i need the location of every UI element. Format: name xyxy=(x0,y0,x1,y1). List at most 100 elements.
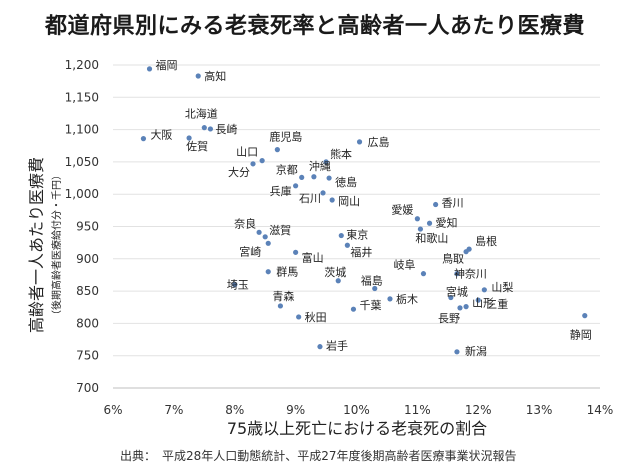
y-axis-title: 高齢者一人あたり医療費 xyxy=(27,157,46,333)
point-label: 長崎 xyxy=(215,122,237,136)
point-label: 秋田 xyxy=(305,310,327,324)
point-label: 沖縄 xyxy=(309,159,331,173)
data-point xyxy=(356,139,363,145)
data-point xyxy=(335,278,341,284)
data-point xyxy=(457,305,463,311)
y-tick-label: 750 xyxy=(76,349,99,363)
data-points xyxy=(140,66,588,355)
data-point xyxy=(262,234,268,240)
y-tick-labels: 700 750 800 850 900 950 1,000 1,050 1,100 1,150 1,… xyxy=(65,58,99,395)
point-label: 島根 xyxy=(475,234,497,248)
y-tick-label: 1,000 xyxy=(65,187,99,201)
point-label: 青森 xyxy=(272,289,294,303)
x-axis-title: 75歳以上死亡における老衰死の割合 xyxy=(227,419,487,438)
x-tick-label: 8% xyxy=(225,403,244,417)
data-point xyxy=(417,226,424,232)
data-point xyxy=(475,297,481,303)
point-label: 静岡 xyxy=(570,328,592,342)
point-label: 千葉 xyxy=(359,298,381,312)
data-point xyxy=(323,159,329,165)
data-point xyxy=(265,269,271,275)
point-label: 滋賀 xyxy=(269,224,291,237)
point-label: 福井 xyxy=(350,245,372,259)
point-label: 富山 xyxy=(302,250,324,264)
data-point xyxy=(582,313,588,319)
data-point xyxy=(232,282,238,288)
point-label: 長野 xyxy=(438,312,460,325)
x-tick-label: 9% xyxy=(286,403,305,417)
y-tick-label: 800 xyxy=(76,316,99,330)
data-point xyxy=(259,158,265,164)
data-point xyxy=(299,174,305,181)
data-point xyxy=(463,249,469,255)
y-tick-label: 1,200 xyxy=(65,58,99,72)
point-label: 福岡 xyxy=(156,58,178,72)
data-point xyxy=(207,126,213,132)
chart-title: 都道府県別にみる老衰死率と高齢者一人あたり医療費 xyxy=(44,14,585,39)
data-point xyxy=(293,249,299,255)
data-point xyxy=(320,190,326,196)
point-label: 愛知 xyxy=(436,215,458,229)
data-point xyxy=(250,161,256,167)
point-label: 大分 xyxy=(228,165,250,179)
x-tick-label: 12% xyxy=(465,403,492,417)
x-tick-label: 6% xyxy=(103,403,122,417)
x-tick-label: 11% xyxy=(404,403,431,417)
point-label: 神奈川 xyxy=(454,267,487,281)
data-point xyxy=(140,136,147,142)
data-point xyxy=(329,197,335,203)
y-tick-label: 950 xyxy=(76,220,99,234)
point-label: 鳥取 xyxy=(442,252,464,266)
data-point xyxy=(420,271,427,277)
point-label: 山梨 xyxy=(491,280,513,294)
data-point xyxy=(146,66,153,72)
point-label: 北海道 xyxy=(185,107,218,121)
point-label: 宮城 xyxy=(446,285,468,299)
y-tick-label: 700 xyxy=(76,381,99,395)
data-point xyxy=(195,73,201,79)
point-label: 熊本 xyxy=(330,147,352,161)
point-label: 愛媛 xyxy=(391,203,413,217)
data-point xyxy=(433,201,439,208)
point-label: 栃木 xyxy=(396,292,418,306)
data-point xyxy=(296,314,302,320)
data-point xyxy=(344,242,350,248)
point-label: 香川 xyxy=(442,197,464,210)
x-tick-label: 7% xyxy=(164,403,183,417)
data-point xyxy=(201,125,207,131)
data-point xyxy=(293,183,299,189)
point-label: 兵庫 xyxy=(270,184,292,198)
point-label: 大阪 xyxy=(150,128,172,142)
point-label: 新潟 xyxy=(465,344,487,358)
point-label: 高知 xyxy=(204,69,226,83)
data-point xyxy=(481,287,487,293)
data-point xyxy=(256,229,262,235)
point-label: 茨城 xyxy=(324,265,346,279)
point-label: 石川 xyxy=(299,192,321,205)
point-label: 宮崎 xyxy=(239,244,261,258)
y-tick-label: 900 xyxy=(76,252,99,266)
point-label: 岩手 xyxy=(326,339,348,353)
point-label: 東京 xyxy=(346,228,368,242)
data-point xyxy=(387,296,393,302)
point-label: 三重 xyxy=(486,297,508,311)
point-label: 京都 xyxy=(276,162,298,176)
x-tick-label: 13% xyxy=(526,403,553,417)
data-point xyxy=(426,220,433,226)
point-label: 埼玉 xyxy=(227,278,249,292)
point-label: 徳島 xyxy=(335,175,357,189)
data-point xyxy=(311,174,317,180)
data-point xyxy=(350,306,357,312)
y-tick-label: 1,150 xyxy=(65,90,99,104)
source-note: 出典： 平成28年人口動態統計、平成27年度後期高齢者医療事業状況報告 xyxy=(120,449,517,463)
point-label: 佐賀 xyxy=(186,139,208,153)
data-point xyxy=(265,240,271,246)
data-point xyxy=(277,303,284,309)
grid-lines xyxy=(113,64,600,389)
y-tick-label: 850 xyxy=(76,284,99,298)
point-label: 山形 xyxy=(472,297,494,310)
data-point xyxy=(454,271,460,277)
data-point xyxy=(338,232,344,239)
